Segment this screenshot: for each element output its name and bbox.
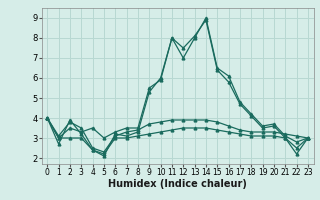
X-axis label: Humidex (Indice chaleur): Humidex (Indice chaleur) bbox=[108, 179, 247, 189]
